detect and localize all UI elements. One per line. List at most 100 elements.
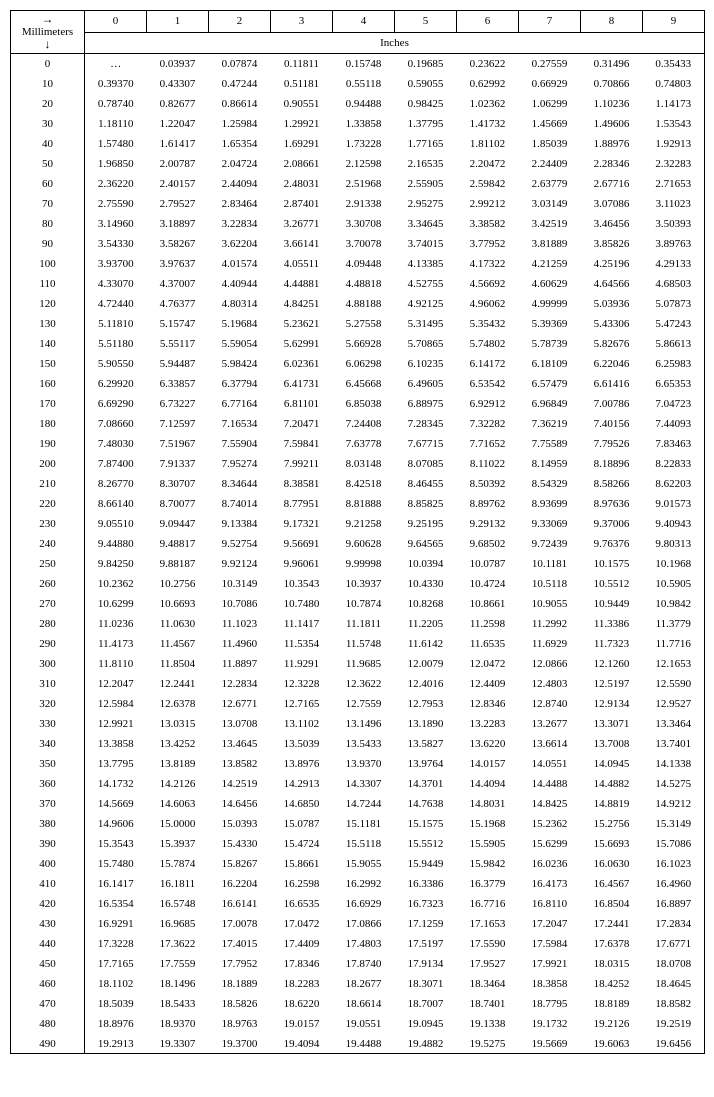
inches-value: 8.58266 <box>581 474 643 494</box>
inches-value: 13.1102 <box>271 714 333 734</box>
inches-value: 5.07873 <box>643 294 705 314</box>
inches-value: 8.89762 <box>457 494 519 514</box>
inches-value: 15.0787 <box>271 814 333 834</box>
inches-value: 18.1889 <box>209 974 271 994</box>
inches-value: 17.5590 <box>457 934 519 954</box>
inches-value: 7.83463 <box>643 434 705 454</box>
inches-value: 10.1181 <box>519 554 581 574</box>
inches-value: 14.6850 <box>271 794 333 814</box>
inches-value: 11.9685 <box>333 654 395 674</box>
inches-value: 0.15748 <box>333 54 395 74</box>
inches-value: 4.40944 <box>209 274 271 294</box>
inches-value: 13.9370 <box>333 754 395 774</box>
inches-value: 5.03936 <box>581 294 643 314</box>
inches-value: 7.28345 <box>395 414 457 434</box>
inches-value: 5.15747 <box>147 314 209 334</box>
inches-value: 13.9764 <box>395 754 457 774</box>
inches-value: 6.41731 <box>271 374 333 394</box>
inches-value: 2.28346 <box>581 154 643 174</box>
inches-value: 15.2756 <box>581 814 643 834</box>
mm-value: 220 <box>11 494 85 514</box>
inches-value: 2.04724 <box>209 154 271 174</box>
inches-value: 4.17322 <box>457 254 519 274</box>
inches-value: 14.6456 <box>209 794 271 814</box>
inches-value: 3.34645 <box>395 214 457 234</box>
inches-value: 0.55118 <box>333 74 395 94</box>
inches-value: 1.49606 <box>581 114 643 134</box>
inches-value: 6.33857 <box>147 374 209 394</box>
table-body: 0…0.039370.078740.118110.157480.196850.2… <box>11 54 705 1054</box>
mm-value: 300 <box>11 654 85 674</box>
inches-value: 13.4252 <box>147 734 209 754</box>
inches-value: 14.8819 <box>581 794 643 814</box>
inches-value: 10.7874 <box>333 594 395 614</box>
inches-value: 4.52755 <box>395 274 457 294</box>
inches-value: 15.7086 <box>643 834 705 854</box>
mm-value: 20 <box>11 94 85 114</box>
inches-value: 17.9134 <box>395 954 457 974</box>
inches-value: 12.4016 <box>395 674 457 694</box>
table-row: 41016.141716.181116.220416.259816.299216… <box>11 874 705 894</box>
inches-value: 4.13385 <box>395 254 457 274</box>
inches-value: 3.38582 <box>457 214 519 234</box>
inches-value: 12.7165 <box>271 694 333 714</box>
table-row: 1706.692906.732276.771646.811016.850386.… <box>11 394 705 414</box>
inches-value: 19.2519 <box>643 1014 705 1034</box>
inches-value: 10.9055 <box>519 594 581 614</box>
table-row: 2409.448809.488179.527549.566919.606289.… <box>11 534 705 554</box>
inches-value: 13.8582 <box>209 754 271 774</box>
mm-value: 330 <box>11 714 85 734</box>
inches-value: 10.4330 <box>395 574 457 594</box>
inches-value: 13.4645 <box>209 734 271 754</box>
inches-value: 16.7716 <box>457 894 519 914</box>
inches-value: 16.2992 <box>333 874 395 894</box>
inches-label: Inches <box>85 32 705 54</box>
inches-value: 2.83464 <box>209 194 271 214</box>
inches-value: 11.5354 <box>271 634 333 654</box>
col-digit-2: 2 <box>209 11 271 33</box>
inches-value: 15.1575 <box>395 814 457 834</box>
mm-value: 50 <box>11 154 85 174</box>
mm-value: 240 <box>11 534 85 554</box>
inches-value: 10.2362 <box>85 574 147 594</box>
mm-value: 270 <box>11 594 85 614</box>
inches-value: 9.88187 <box>147 554 209 574</box>
inches-value: 13.1496 <box>333 714 395 734</box>
inches-value: 19.5669 <box>519 1034 581 1054</box>
inches-value: 18.5039 <box>85 994 147 1014</box>
inches-value: 1.14173 <box>643 94 705 114</box>
inches-value: 4.48818 <box>333 274 395 294</box>
inches-value: 6.14172 <box>457 354 519 374</box>
inches-value: 5.59054 <box>209 334 271 354</box>
inches-value: 17.2441 <box>581 914 643 934</box>
mm-header-cell: → Millimeters ↓ <box>11 11 85 54</box>
inches-value: 9.68502 <box>457 534 519 554</box>
inches-value: 16.0630 <box>581 854 643 874</box>
inches-value: 1.41732 <box>457 114 519 134</box>
inches-value: 18.4252 <box>581 974 643 994</box>
inches-value: 10.1575 <box>581 554 643 574</box>
inches-value: 9.64565 <box>395 534 457 554</box>
inches-value: 17.4015 <box>209 934 271 954</box>
inches-value: 7.71652 <box>457 434 519 454</box>
inches-value: 7.40156 <box>581 414 643 434</box>
inches-value: 2.95275 <box>395 194 457 214</box>
inches-value: 11.7323 <box>581 634 643 654</box>
inches-value: 14.1732 <box>85 774 147 794</box>
inches-value: 9.21258 <box>333 514 395 534</box>
table-row: 1104.330704.370074.409444.448814.488184.… <box>11 274 705 294</box>
inches-value: 9.05510 <box>85 514 147 534</box>
inches-value: 5.98424 <box>209 354 271 374</box>
inches-value: 7.12597 <box>147 414 209 434</box>
table-row: 1305.118105.157475.196845.236215.275585.… <box>11 314 705 334</box>
inches-value: 5.43306 <box>581 314 643 334</box>
inches-value: 4.01574 <box>209 254 271 274</box>
inches-value: 19.3307 <box>147 1034 209 1054</box>
inches-value: 13.7008 <box>581 734 643 754</box>
inches-value: 5.31495 <box>395 314 457 334</box>
inches-value: 0.70866 <box>581 74 643 94</box>
table-row: 43016.929116.968517.007817.047217.086617… <box>11 914 705 934</box>
table-row: 2007.874007.913377.952747.992118.031488.… <box>11 454 705 474</box>
inches-value: 9.80313 <box>643 534 705 554</box>
inches-value: 5.70865 <box>395 334 457 354</box>
